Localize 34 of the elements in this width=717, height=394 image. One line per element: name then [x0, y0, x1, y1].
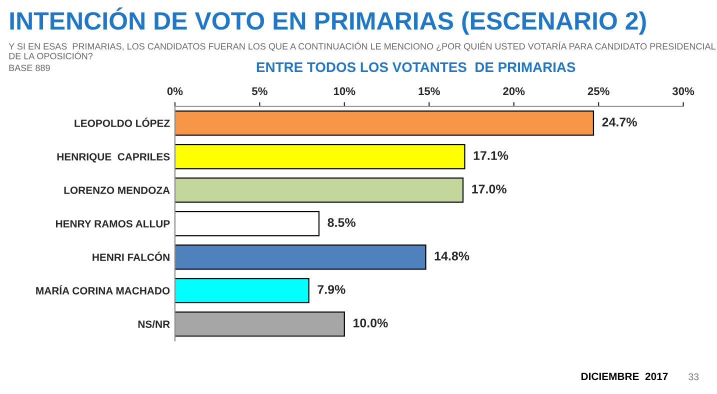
- bar: [174, 278, 310, 304]
- data-label: 10.0%: [354, 318, 388, 328]
- data-label: 14.8%: [434, 252, 470, 260]
- data-label: 24.7%: [602, 118, 637, 126]
- x-tick-label: 30%: [672, 87, 694, 96]
- x-tick-label: 25%: [588, 87, 610, 96]
- y-tick-label: LEOPOLDO LÓPEZ: [74, 118, 170, 127]
- y-tick-label: HENRI FALCÓN: [92, 252, 170, 261]
- text: ENTRE TODOS LOS VOTANTES DE PRIMARIAS: [256, 62, 576, 72]
- bar: [174, 144, 466, 170]
- bar: [174, 311, 345, 337]
- bar: [174, 177, 464, 203]
- y-tick-label: HENRY RAMOS ALLUP: [56, 220, 170, 228]
- y-tick-label: LORENZO MENDOZA: [64, 186, 170, 194]
- text: BASE 889: [9, 64, 50, 72]
- x-tick-label: 0%: [167, 87, 183, 96]
- data-label: 17.1%: [474, 151, 508, 160]
- chart-subtitle: Y SI EN ESAS PRIMARIAS, LOS CANDIDATOS FUERAN LOS QUE A CONTINUACIÓN LE MENCIONO ¿POR QUIÉN USTED VOTARÍA PARA CANDIDATO PRESIDENCIAL DE LA OPOSICIÓN?: [8, 42, 716, 60]
- x-tick-label: 5%: [252, 87, 268, 96]
- y-tick-label: NS/NR: [138, 320, 170, 328]
- text: 33: [688, 373, 699, 380]
- bar: [174, 244, 426, 270]
- y-tick-label: MARÍA CORINA MACHADO: [36, 285, 170, 294]
- data-label: 17.0%: [472, 184, 506, 194]
- chart-title: INTENCIÓN DE VOTO EN PRIMARIAS (ESCENARIO 2): [10, 7, 646, 35]
- text: DICIEMBRE 2017: [581, 372, 668, 380]
- y-tick-label: HENRIQUE CAPRILES: [57, 153, 170, 162]
- bar: [174, 210, 320, 236]
- data-label: 7.9%: [318, 285, 346, 294]
- x-tick-label: 20%: [503, 87, 525, 96]
- data-label: 8.5%: [328, 218, 356, 227]
- x-tick-label: 15%: [418, 87, 440, 96]
- bar: [174, 110, 594, 136]
- x-tick-label: 10%: [334, 87, 356, 96]
